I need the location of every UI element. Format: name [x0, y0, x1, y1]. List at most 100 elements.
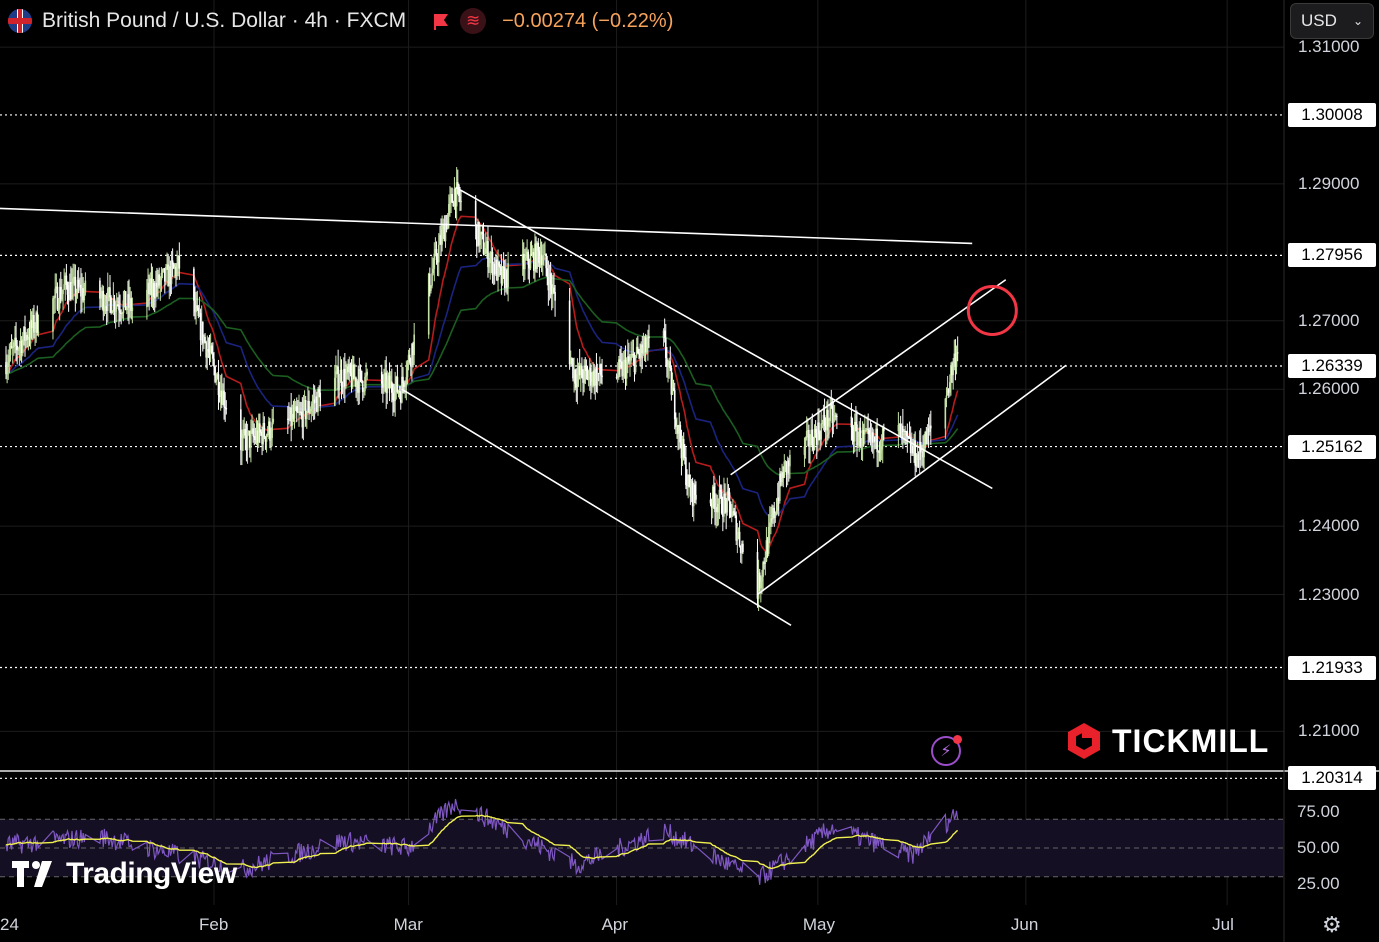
candle-body — [202, 321, 204, 344]
candle-body — [760, 582, 762, 589]
candlesticks — [5, 167, 959, 612]
candle-body — [735, 515, 738, 541]
candle-body — [768, 522, 771, 527]
candle-body — [244, 429, 247, 436]
candle-body — [858, 427, 861, 438]
candle-body — [783, 461, 786, 478]
price-tick-label: 1.21000 — [1298, 721, 1360, 741]
red-flag-icon[interactable] — [432, 12, 450, 30]
candle-body — [412, 343, 414, 356]
candle-body — [869, 434, 872, 440]
candle-body — [677, 425, 679, 434]
price-level-tag: 1.25162 — [1288, 434, 1376, 459]
candle-body — [574, 369, 577, 384]
candle-body — [270, 437, 272, 441]
candle-body — [804, 437, 807, 447]
candle-body — [65, 275, 68, 286]
candle-body — [776, 497, 779, 511]
candle-body — [742, 543, 744, 553]
price-level-tag: 1.21933 — [1288, 655, 1376, 680]
candle-body — [25, 334, 27, 342]
date-tick-label: May — [802, 915, 835, 934]
candle-body — [527, 251, 530, 265]
candle-body — [864, 430, 866, 435]
candle-body — [927, 428, 930, 432]
candle-body — [482, 233, 485, 254]
candle-body — [625, 362, 628, 379]
candle-body — [174, 266, 176, 269]
currency-selector[interactable]: USD ⌄ — [1290, 3, 1374, 39]
lightning-icon[interactable]: ⚡ — [931, 735, 962, 766]
candle-body — [722, 513, 724, 517]
gear-icon[interactable]: ⚙ — [1322, 912, 1342, 937]
candle-body — [199, 313, 202, 341]
candle-body — [221, 390, 223, 405]
candle-body — [949, 382, 951, 393]
trendlines — [0, 186, 1067, 626]
candle-body — [99, 280, 101, 299]
candle-body — [634, 355, 637, 373]
candle-body — [459, 195, 461, 203]
candle-body — [522, 254, 525, 270]
candle-body — [643, 337, 646, 348]
candle-body — [488, 263, 490, 268]
wave-icon[interactable]: ≋ — [460, 8, 487, 34]
candle-body — [526, 251, 528, 258]
candle-body — [348, 364, 351, 372]
candle-body — [664, 337, 667, 359]
candle-body — [626, 356, 629, 363]
candle-body — [120, 312, 122, 315]
price-tick-label: 1.29000 — [1298, 173, 1360, 193]
price-level-tag: 1.26339 — [1288, 354, 1376, 379]
candle-body — [288, 418, 290, 420]
candle-body — [881, 428, 884, 447]
candle-body — [671, 388, 674, 395]
symbol-title[interactable]: British Pound / U.S. Dollar · 4h · FXCM — [42, 9, 407, 32]
moving-averages — [5, 215, 959, 553]
candle-body — [245, 435, 248, 451]
candle-body — [261, 432, 263, 445]
candle-body — [30, 319, 33, 328]
candle-body — [23, 326, 25, 340]
candle-body — [709, 499, 712, 504]
candle-body — [354, 377, 356, 380]
candle-body — [856, 424, 858, 446]
candle-body — [243, 429, 245, 434]
candle-body — [879, 449, 882, 454]
candle-body — [26, 334, 29, 340]
candle-body — [900, 425, 903, 438]
candle-body — [622, 362, 625, 377]
candle-body — [737, 531, 740, 535]
candle-body — [538, 250, 541, 264]
candle-body — [311, 403, 314, 409]
candle-body — [823, 414, 826, 426]
candle-body — [340, 369, 343, 387]
candle-body — [365, 375, 367, 377]
candle-body — [647, 336, 649, 348]
candle-body — [533, 252, 535, 271]
candle-body — [310, 408, 313, 412]
candle-body — [317, 389, 319, 412]
candle-body — [809, 445, 811, 447]
candle-body — [594, 368, 597, 386]
candle-body — [808, 430, 810, 447]
candle-body — [490, 251, 493, 259]
candle-body — [382, 383, 384, 388]
candle-body — [153, 296, 156, 299]
candle-body — [907, 436, 910, 438]
candle-body — [827, 409, 829, 427]
candle-body — [293, 410, 296, 419]
candle-body — [300, 411, 303, 413]
candle-body — [686, 485, 688, 487]
candle-body — [453, 188, 456, 207]
candle-body — [349, 364, 352, 374]
candle-body — [876, 428, 878, 453]
candle-body — [541, 259, 544, 265]
candle-body — [163, 268, 166, 282]
candle-body — [633, 354, 636, 373]
candle-body — [667, 364, 669, 367]
candle-body — [897, 424, 900, 432]
candle-body — [346, 366, 348, 374]
candle-body — [176, 264, 178, 276]
